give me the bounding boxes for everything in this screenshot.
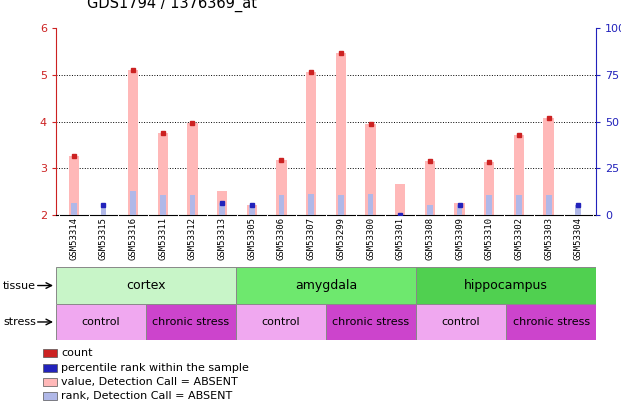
Bar bbox=[516, 195, 522, 215]
Text: GDS1794 / 1376369_at: GDS1794 / 1376369_at bbox=[87, 0, 257, 12]
Text: GSM53302: GSM53302 bbox=[514, 217, 524, 260]
Text: control: control bbox=[81, 317, 120, 327]
Text: count: count bbox=[61, 348, 93, 358]
Bar bbox=[368, 194, 373, 215]
Bar bbox=[101, 205, 106, 215]
Bar bbox=[71, 203, 76, 215]
Text: GSM53312: GSM53312 bbox=[188, 217, 197, 260]
Bar bbox=[576, 205, 581, 215]
Bar bbox=[128, 70, 138, 215]
Text: percentile rank within the sample: percentile rank within the sample bbox=[61, 362, 249, 373]
Bar bbox=[249, 205, 255, 215]
Bar bbox=[189, 195, 195, 215]
Text: GSM53299: GSM53299 bbox=[337, 217, 345, 260]
Bar bbox=[158, 133, 168, 215]
Text: amygdala: amygdala bbox=[295, 279, 357, 292]
Bar bbox=[279, 195, 284, 215]
Text: GSM53307: GSM53307 bbox=[307, 217, 315, 260]
Text: GSM53315: GSM53315 bbox=[99, 217, 108, 260]
Text: control: control bbox=[442, 317, 481, 327]
Text: GSM53304: GSM53304 bbox=[574, 217, 583, 260]
Bar bbox=[130, 192, 136, 215]
Text: GSM53314: GSM53314 bbox=[69, 217, 78, 260]
Text: chronic stress: chronic stress bbox=[152, 317, 230, 327]
Bar bbox=[546, 195, 551, 215]
Text: rank, Detection Call = ABSENT: rank, Detection Call = ABSENT bbox=[61, 391, 232, 401]
Bar bbox=[506, 304, 596, 340]
Text: GSM53301: GSM53301 bbox=[396, 217, 405, 260]
Bar bbox=[247, 205, 257, 215]
Bar bbox=[43, 378, 57, 386]
Text: cortex: cortex bbox=[126, 279, 166, 292]
Text: tissue: tissue bbox=[3, 281, 36, 290]
Text: stress: stress bbox=[3, 317, 36, 327]
Bar bbox=[68, 156, 79, 215]
Text: GSM53316: GSM53316 bbox=[129, 217, 138, 260]
Bar bbox=[219, 203, 225, 215]
Bar bbox=[236, 267, 416, 304]
Bar bbox=[425, 161, 435, 215]
Text: GSM53300: GSM53300 bbox=[366, 217, 375, 260]
Bar bbox=[43, 392, 57, 400]
Text: GSM53310: GSM53310 bbox=[485, 217, 494, 260]
Text: chronic stress: chronic stress bbox=[512, 317, 590, 327]
Bar bbox=[427, 205, 433, 215]
Text: hippocampus: hippocampus bbox=[464, 279, 548, 292]
Bar bbox=[484, 162, 494, 215]
Text: GSM53306: GSM53306 bbox=[277, 217, 286, 260]
Text: GSM53308: GSM53308 bbox=[425, 217, 435, 260]
Bar bbox=[160, 195, 166, 215]
Bar bbox=[416, 304, 506, 340]
Text: control: control bbox=[261, 317, 301, 327]
Text: value, Detection Call = ABSENT: value, Detection Call = ABSENT bbox=[61, 377, 238, 387]
Bar bbox=[236, 304, 326, 340]
Bar bbox=[336, 53, 346, 215]
Text: GSM53309: GSM53309 bbox=[455, 217, 464, 260]
Bar bbox=[146, 304, 236, 340]
Bar bbox=[306, 72, 316, 215]
Bar bbox=[338, 195, 344, 215]
Bar bbox=[43, 350, 57, 357]
Bar bbox=[308, 194, 314, 215]
Bar bbox=[56, 304, 146, 340]
Bar bbox=[457, 205, 463, 215]
Bar bbox=[486, 195, 492, 215]
Bar bbox=[543, 118, 554, 215]
Bar bbox=[365, 124, 376, 215]
Bar bbox=[395, 184, 406, 215]
Bar bbox=[514, 134, 524, 215]
Text: GSM53305: GSM53305 bbox=[247, 217, 256, 260]
Bar bbox=[416, 267, 596, 304]
Text: GSM53313: GSM53313 bbox=[217, 217, 227, 260]
Text: GSM53303: GSM53303 bbox=[544, 217, 553, 260]
Bar bbox=[188, 123, 197, 215]
Bar bbox=[326, 304, 416, 340]
Text: chronic stress: chronic stress bbox=[332, 317, 410, 327]
Text: GSM53311: GSM53311 bbox=[158, 217, 167, 260]
Bar bbox=[43, 364, 57, 371]
Bar bbox=[217, 192, 227, 215]
Bar bbox=[56, 267, 236, 304]
Bar bbox=[455, 203, 465, 215]
Bar bbox=[276, 160, 287, 215]
